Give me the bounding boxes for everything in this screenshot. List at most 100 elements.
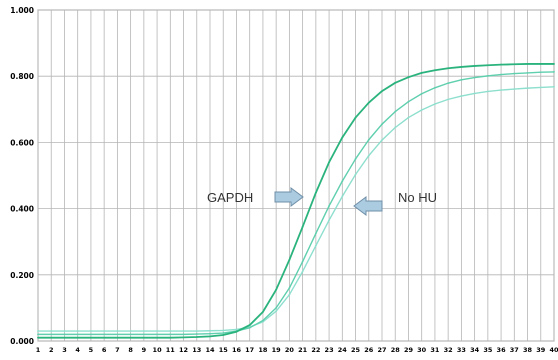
y-tick-label: 0.000 bbox=[10, 337, 34, 346]
x-tick-label: 37 bbox=[510, 346, 519, 354]
x-tick-label: 39 bbox=[536, 346, 546, 354]
data-point bbox=[381, 123, 383, 126]
data-point bbox=[288, 293, 291, 296]
data-point bbox=[301, 225, 304, 228]
data-point bbox=[341, 195, 344, 198]
data-point bbox=[156, 330, 158, 332]
data-point bbox=[222, 332, 225, 334]
data-point bbox=[367, 138, 370, 141]
data-point bbox=[169, 336, 172, 339]
data-point bbox=[486, 74, 489, 77]
data-point bbox=[314, 244, 317, 247]
data-point bbox=[182, 333, 185, 336]
data-point bbox=[76, 333, 79, 336]
x-tick-label: 38 bbox=[523, 346, 533, 354]
data-point bbox=[37, 336, 39, 339]
data-point bbox=[129, 333, 132, 336]
data-point bbox=[473, 65, 476, 67]
data-point bbox=[116, 330, 119, 332]
data-point bbox=[553, 63, 555, 65]
data-point bbox=[90, 333, 92, 336]
data-point bbox=[169, 333, 172, 336]
data-point bbox=[156, 333, 158, 336]
data-point bbox=[394, 110, 397, 113]
x-tick-label: 4 bbox=[75, 346, 80, 354]
arrow-right-icon bbox=[274, 187, 304, 207]
data-point bbox=[407, 76, 410, 79]
data-point bbox=[394, 81, 397, 84]
data-point bbox=[63, 336, 66, 339]
data-point bbox=[460, 66, 463, 68]
y-tick-label: 1.000 bbox=[10, 6, 34, 15]
data-point bbox=[513, 72, 516, 75]
data-point bbox=[526, 71, 529, 74]
y-axis-ticks: 0.000 0.200 0.400 0.600 0.800 1.000 bbox=[10, 6, 34, 346]
data-point bbox=[314, 232, 317, 235]
data-point bbox=[116, 336, 119, 339]
x-tick-label: 24 bbox=[338, 346, 348, 354]
x-tick-label: 15 bbox=[219, 346, 229, 354]
data-point bbox=[381, 139, 383, 141]
data-point bbox=[473, 76, 476, 79]
data-point bbox=[37, 330, 39, 332]
data-point bbox=[222, 329, 225, 332]
y-tick-label: 0.400 bbox=[10, 205, 34, 214]
data-point bbox=[103, 330, 106, 332]
data-point bbox=[328, 205, 330, 207]
data-point bbox=[142, 330, 145, 332]
x-tick-label: 19 bbox=[272, 346, 282, 354]
data-point bbox=[553, 70, 555, 73]
data-point bbox=[288, 287, 291, 289]
data-point bbox=[209, 335, 211, 338]
data-point bbox=[262, 310, 264, 313]
data-point bbox=[129, 336, 132, 339]
data-point bbox=[248, 324, 251, 327]
data-point bbox=[539, 86, 542, 89]
data-point bbox=[367, 154, 370, 157]
data-point bbox=[314, 191, 317, 194]
data-point bbox=[195, 333, 198, 335]
data-point bbox=[354, 173, 357, 176]
data-point bbox=[447, 67, 450, 70]
data-point bbox=[381, 90, 383, 92]
series-lines bbox=[37, 63, 555, 339]
x-tick-label: 22 bbox=[311, 346, 320, 354]
x-tick-label: 30 bbox=[417, 346, 427, 354]
x-tick-label: 40 bbox=[549, 346, 558, 354]
x-tick-label: 7 bbox=[115, 346, 120, 354]
data-point bbox=[420, 71, 423, 74]
data-point bbox=[235, 328, 238, 331]
data-point bbox=[301, 260, 304, 263]
x-tick-label: 20 bbox=[285, 346, 295, 354]
x-tick-label: 5 bbox=[89, 346, 94, 354]
data-point bbox=[50, 330, 53, 332]
x-tick-label: 12 bbox=[179, 346, 188, 354]
y-tick-label: 0.200 bbox=[10, 271, 34, 280]
data-point bbox=[526, 87, 529, 90]
data-point bbox=[526, 63, 529, 65]
y-tick-label: 0.800 bbox=[10, 72, 34, 81]
data-point bbox=[275, 288, 278, 291]
data-point bbox=[103, 336, 106, 339]
x-tick-label: 35 bbox=[483, 346, 493, 354]
data-point bbox=[156, 336, 158, 339]
data-point bbox=[142, 336, 145, 339]
data-point bbox=[90, 330, 92, 332]
data-point bbox=[275, 307, 278, 309]
x-tick-label: 28 bbox=[391, 346, 401, 354]
data-point bbox=[420, 109, 423, 111]
x-tick-label: 8 bbox=[128, 346, 133, 354]
data-point bbox=[235, 330, 238, 333]
data-point bbox=[90, 336, 92, 339]
x-tick-label: 1 bbox=[36, 346, 41, 354]
data-point bbox=[116, 333, 119, 336]
data-point bbox=[63, 333, 66, 336]
data-point bbox=[222, 334, 225, 336]
series-line-1 bbox=[38, 63, 554, 339]
x-tick-label: 18 bbox=[258, 346, 268, 354]
series-line-2 bbox=[38, 71, 555, 336]
x-tick-label: 26 bbox=[364, 346, 374, 354]
data-point bbox=[328, 161, 330, 164]
x-tick-label: 14 bbox=[205, 346, 215, 354]
x-tick-label: 13 bbox=[192, 346, 201, 354]
